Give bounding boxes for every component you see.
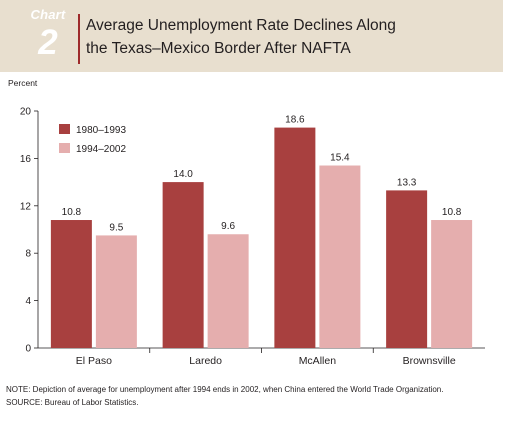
y-tick-label: 8 <box>25 249 31 260</box>
x-tick-label: El Paso <box>76 355 112 367</box>
chart-source: SOURCE: Bureau of Labor Statistics. <box>6 398 139 407</box>
bar-value-label: 14.0 <box>173 169 193 180</box>
chart-badge-number: 2 <box>38 23 58 62</box>
chart-note: NOTE: Depiction of average for unemploym… <box>6 385 444 394</box>
chart-title: Average Unemployment Rate Declines Along… <box>86 14 496 60</box>
y-tick-label: 20 <box>20 107 32 118</box>
legend-swatch <box>59 124 70 134</box>
x-tick-label: Brownsville <box>403 355 456 367</box>
chart-title-line-2: the Texas–Mexico Border After NAFTA <box>86 40 351 57</box>
bar <box>274 127 316 348</box>
legend-label: 1994–2002 <box>76 144 126 155</box>
bar-value-label: 10.8 <box>442 207 462 218</box>
bar <box>95 235 137 348</box>
chart-badge-word: Chart <box>30 7 66 22</box>
bar <box>431 220 473 348</box>
bar <box>207 234 249 348</box>
bar-value-label: 10.8 <box>62 207 82 218</box>
bar <box>319 165 361 348</box>
legend-label: 1980–1993 <box>76 125 126 136</box>
y-axis-label: Percent <box>8 78 38 88</box>
title-divider <box>78 14 80 64</box>
chart-title-line-1: Average Unemployment Rate Declines Along <box>86 17 396 34</box>
x-tick-label: Laredo <box>189 355 222 367</box>
y-tick-label: 0 <box>25 344 31 355</box>
plot-area: 0 4 8 12 16 20 10.8 9.5 El Paso 14.0 9.6 Laredo 18.6… <box>20 107 485 367</box>
chart-badge: Chart 2 <box>20 8 76 70</box>
y-tick-label: 16 <box>20 154 32 165</box>
bar-value-label: 15.4 <box>330 153 350 164</box>
y-tick-label: 12 <box>20 201 32 212</box>
y-tick-label: 4 <box>25 296 31 307</box>
footnotes: NOTE: Depiction of average for unemploym… <box>6 384 496 410</box>
bar-value-label: 9.5 <box>109 222 123 233</box>
bar-value-label: 18.6 <box>285 115 305 126</box>
chart-header: Chart 2 Average Unemployment Rate Declin… <box>0 0 503 72</box>
bar-value-label: 13.3 <box>397 177 417 188</box>
bar <box>386 190 428 348</box>
bar <box>162 182 204 348</box>
bar-value-label: 9.6 <box>221 221 235 232</box>
legend-swatch <box>59 143 70 153</box>
x-tick-label: McAllen <box>299 355 337 367</box>
bar-chart: Percent 0 4 8 12 16 20 10.8 9.5 El Paso 14.0 9.6 La… <box>8 78 485 367</box>
bar <box>50 220 92 348</box>
